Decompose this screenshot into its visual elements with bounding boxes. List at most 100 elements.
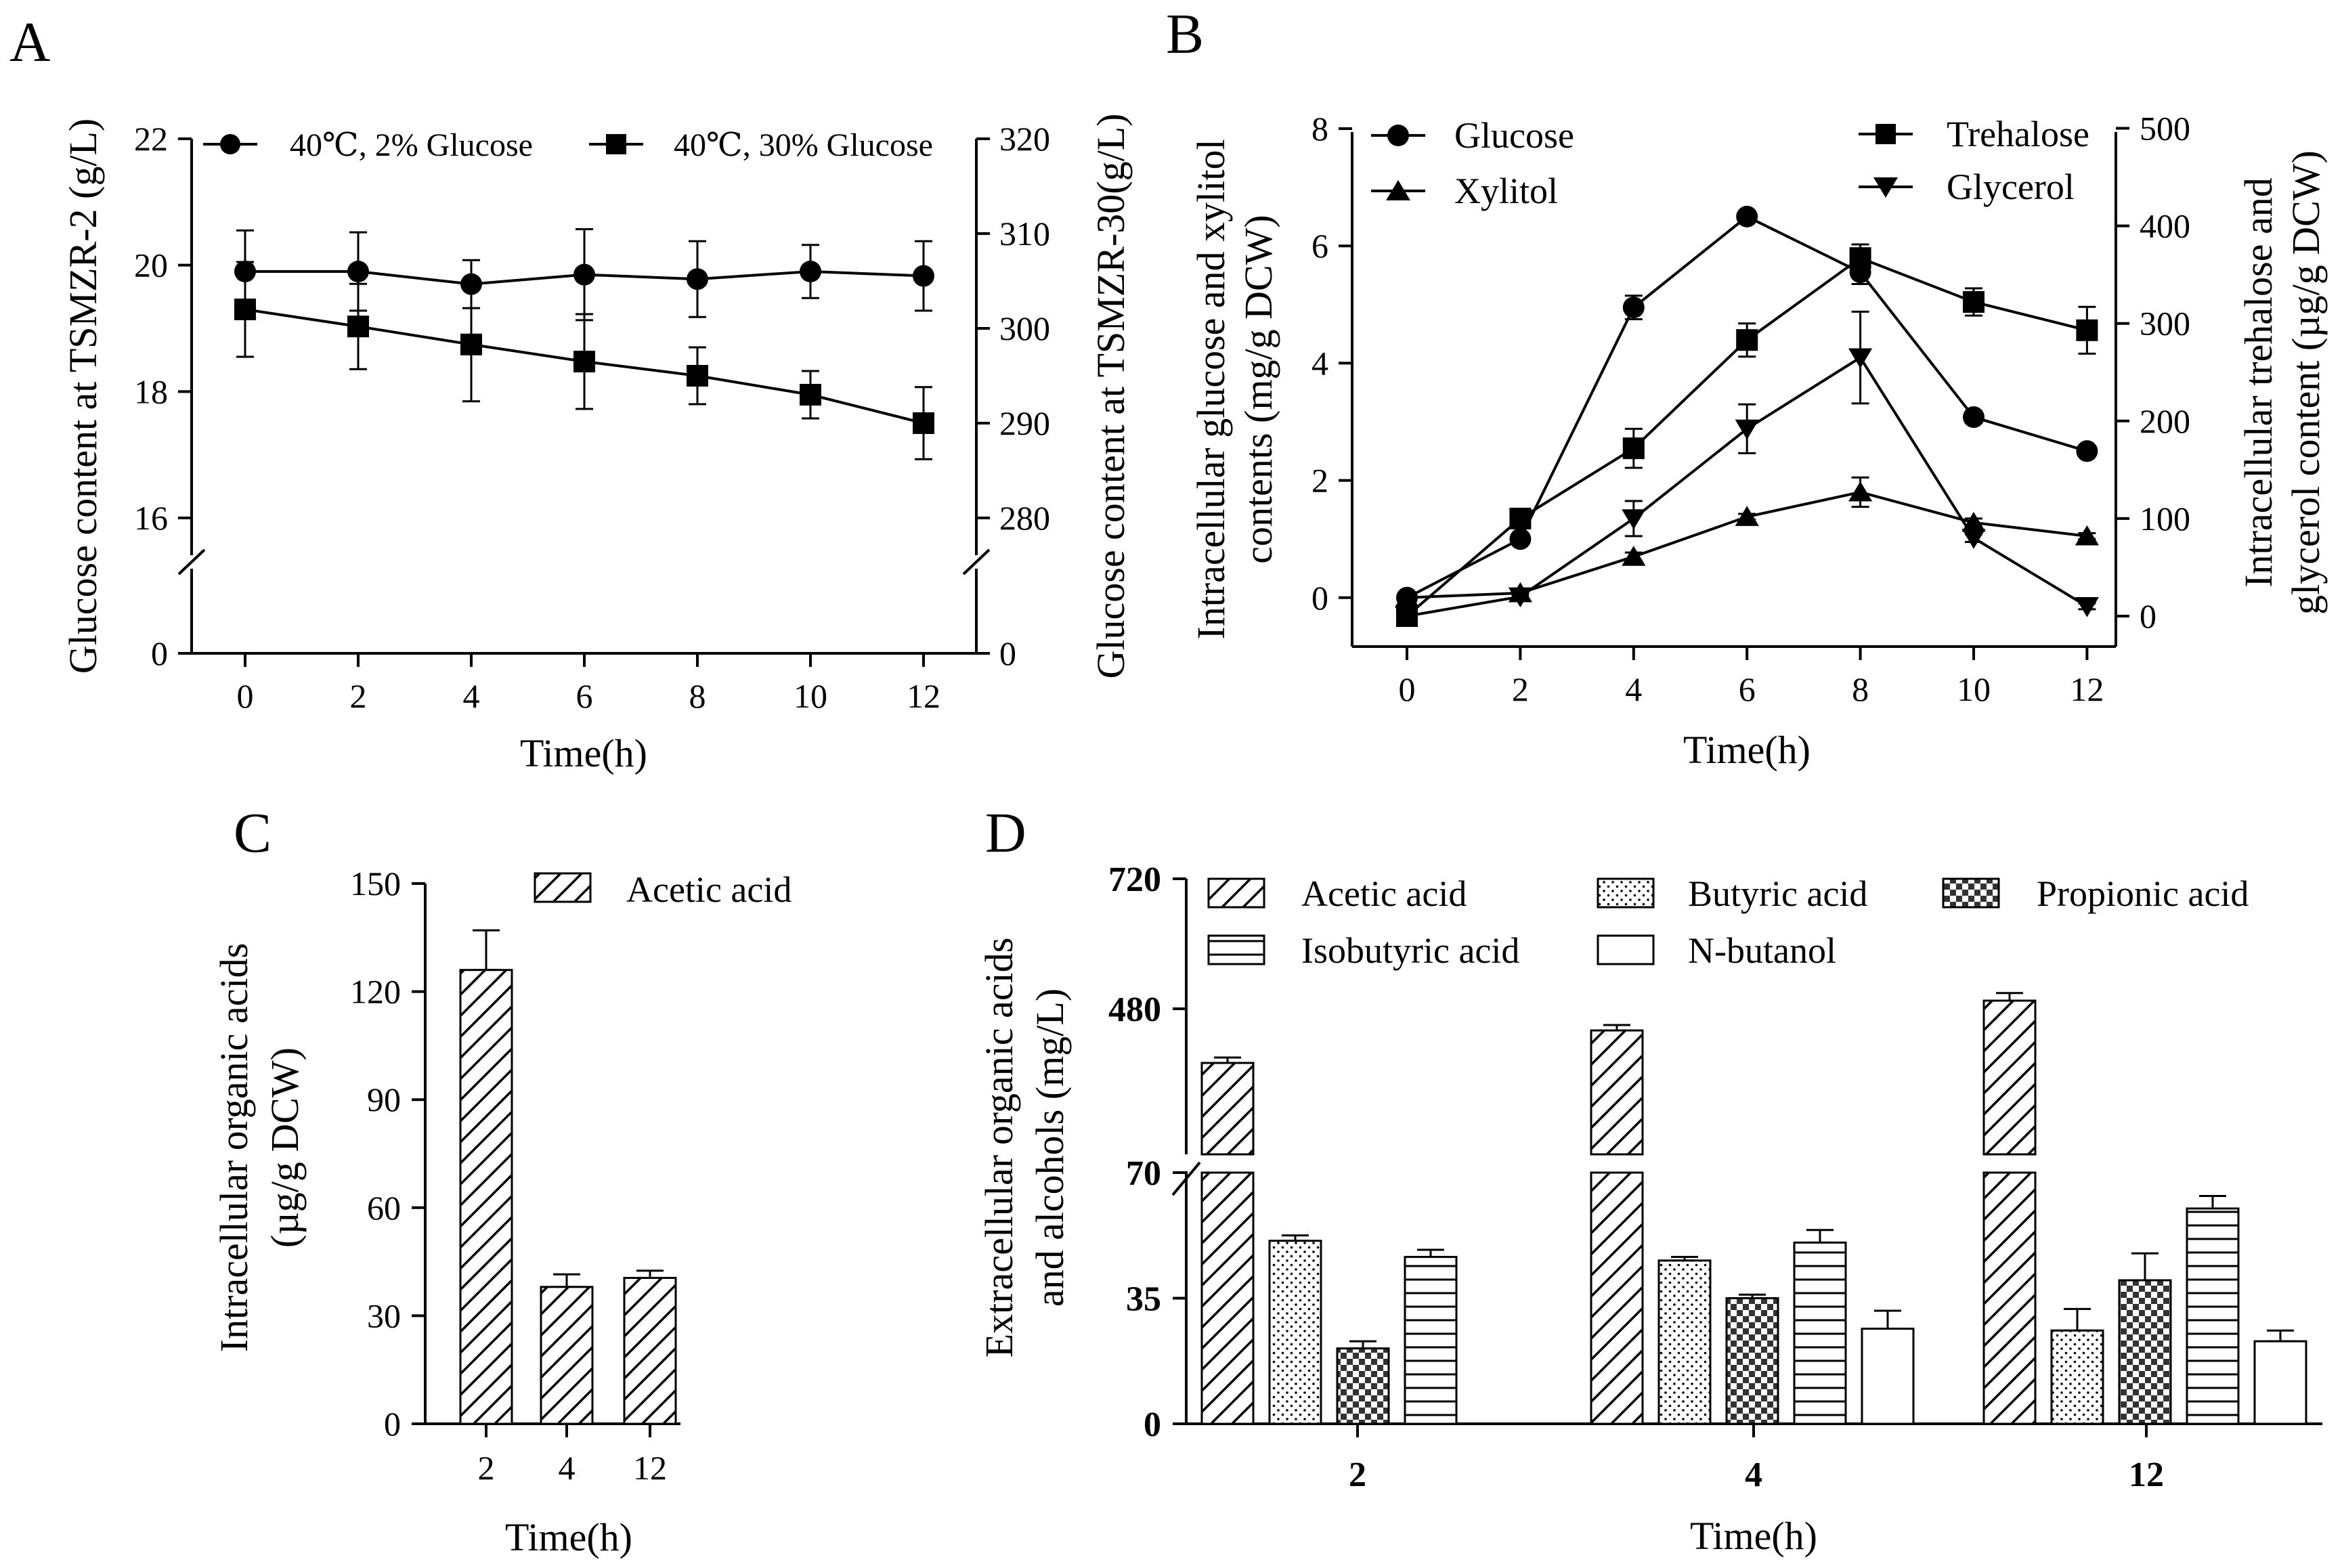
y2-tick-label: 400 [2140, 207, 2190, 245]
panel-b-label: B [1166, 3, 1204, 66]
x-tick-label: 2 [478, 1449, 495, 1487]
panel-b-ylabel-right-line2: glycerol content (µg/g DCW) [2284, 150, 2328, 615]
error-bar [1996, 992, 2023, 1002]
panel-d-ylabel-line1: Extracellular organic acids [977, 938, 1021, 1358]
x-tick-label: 2 [1349, 1456, 1366, 1494]
bar [1268, 1240, 1322, 1425]
y2-tick-label: 280 [999, 499, 1050, 537]
bar-upper-segment [1982, 999, 2037, 1156]
data-point [1963, 406, 1985, 429]
error-bar [553, 1273, 580, 1288]
x-tick-label: 4 [1745, 1456, 1762, 1494]
data-point [234, 299, 256, 320]
panel-a-legend: 40℃, 2% Glucose 40℃, 30% Glucose [203, 127, 933, 163]
y-tick-label: 2 [1311, 462, 1328, 500]
panel-c-xlabel: Time(h) [505, 1515, 632, 1559]
x-tick-label: 4 [463, 677, 480, 715]
series-line [1406, 355, 2088, 617]
data-point [2076, 440, 2098, 462]
y-tick-label: 30 [367, 1297, 401, 1334]
y2-tick-label: 290 [999, 404, 1050, 442]
bar [1793, 1241, 1847, 1425]
error-bar [2267, 1329, 2294, 1343]
panel-d-legend-nbutanol: N-butanol [1688, 930, 1836, 971]
error-bar [1349, 1340, 1376, 1350]
panel-c-ylabel-line2: (µg/g DCW) [263, 1047, 307, 1248]
bar-upper-segment [1590, 1029, 1644, 1156]
y2-tick-label: 310 [999, 215, 1050, 253]
panel-d-ylabel-line2: and alcohols (mg/L) [1028, 988, 1072, 1307]
y-tick-label: 4 [1311, 344, 1328, 382]
x-tick-label: 12 [2070, 670, 2104, 708]
x-tick-label: 2 [350, 677, 367, 715]
bar-upper-segment [1200, 1062, 1255, 1156]
error-bar [1874, 1309, 1901, 1330]
error-bar [2064, 1307, 2091, 1332]
panel-b-xlabel: Time(h) [1683, 728, 1810, 772]
panel-d-legend-butyric: Butyric acid [1688, 873, 1867, 914]
y2-tick-label: 0 [2140, 597, 2156, 635]
error-bar [473, 929, 500, 972]
y2-tick-label: 100 [2140, 500, 2190, 538]
x-tick-label: 12 [2129, 1456, 2164, 1494]
data-point [1622, 437, 1645, 460]
y-tick-label: 60 [367, 1189, 401, 1227]
y-tick-label: 70 [1126, 1154, 1161, 1193]
data-point [573, 351, 595, 372]
x-tick-label: 8 [1852, 670, 1869, 708]
data-point [1849, 247, 1871, 269]
bar [1657, 1259, 1712, 1425]
y-tick-label: 90 [367, 1081, 401, 1118]
legend-circle-marker [220, 134, 240, 154]
panel-b-legend-glycerol: Glycerol [1947, 167, 2075, 207]
panel-b-ylabel-left-line2: contents (mg/g DCW) [1236, 215, 1280, 563]
data-point [1622, 297, 1645, 319]
y2-tick-label: 300 [2140, 305, 2190, 343]
y-tick-label: 720 [1108, 861, 1161, 899]
bar-lower-segment [1590, 1171, 1644, 1425]
panel-c-label: C [234, 802, 272, 865]
bar [540, 1286, 594, 1425]
y-tick-label: 20 [134, 246, 168, 284]
panel-a-chart: 0 2 4 6 8 10 12 22 20 18 16 0 320 310 300 290 280 0 40℃… [61, 114, 1133, 775]
panel-a-ylabel-left: Glucose content at TSMZR-2 (g/L) [61, 118, 105, 674]
x-tick-label: 10 [794, 677, 827, 715]
x-tick-label: 2 [1512, 670, 1529, 708]
panel-c-legend-acetic: Acetic acid [626, 869, 791, 910]
y2-tick-label: 320 [999, 120, 1050, 158]
y-tick-label: 35 [1126, 1280, 1161, 1319]
data-point [2075, 596, 2099, 617]
data-point [1622, 509, 1646, 529]
y-tick-label: 6 [1311, 227, 1328, 265]
panel-a-legend-30pct: 40℃, 30% Glucose [674, 127, 933, 163]
y-tick-label: 0 [384, 1405, 401, 1443]
panel-c-legend: Acetic acid [534, 869, 791, 910]
data-point [1848, 481, 1873, 502]
panel-d-legend-propionic: Propionic acid [2037, 873, 2249, 914]
data-point [913, 412, 934, 434]
panel-b-chart: 0 2 4 6 8 10 12 8 6 4 2 0 500 400 300 200 100 0 Glucose… [1189, 110, 2328, 772]
data-point [460, 273, 482, 295]
x-tick-label: 8 [689, 677, 706, 715]
y-tick-label: 22 [134, 120, 168, 158]
data-point [1395, 586, 1419, 607]
legend-swatch-propionic [1942, 877, 2000, 909]
bar [623, 1277, 677, 1425]
data-point [1509, 528, 1532, 550]
y2-tick-label: 300 [999, 309, 1050, 347]
y-tick-label: 8 [1311, 110, 1328, 148]
error-bar [636, 1269, 664, 1280]
panel-a-xlabel: Time(h) [520, 731, 647, 775]
legend-triangle-up-marker [1386, 180, 1410, 200]
x-tick-label: 4 [559, 1449, 576, 1487]
legend-square-marker [606, 134, 626, 154]
panel-b-ylabel-left-line1: Intracellular glucose and xylitol [1189, 139, 1233, 639]
panel-d-legend-acetic: Acetic acid [1301, 873, 1467, 914]
x-tick-label: 0 [237, 677, 254, 715]
error-bar [1417, 1248, 1444, 1259]
y-tick-label: 150 [350, 865, 401, 902]
bar [2186, 1207, 2240, 1425]
legend-square-marker [1875, 124, 1896, 144]
panel-c-ylabel-line1: Intracellular organic acids [212, 943, 256, 1352]
